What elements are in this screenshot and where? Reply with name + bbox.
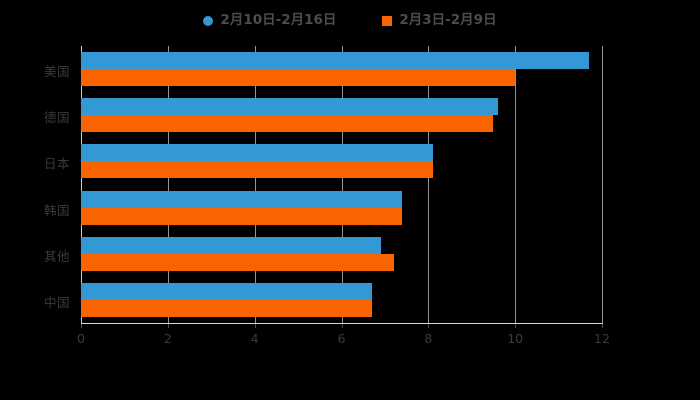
bar[interactable]: [81, 69, 516, 87]
x-axis-tick-mark: [515, 324, 517, 328]
y-axis-line: [81, 46, 82, 323]
bar[interactable]: [81, 98, 498, 116]
bar[interactable]: [81, 161, 433, 179]
x-axis-tick-label: 8: [424, 331, 433, 346]
gridline-x-10: [515, 46, 517, 323]
y-axis-label: 德国: [43, 110, 70, 126]
bar[interactable]: [81, 299, 372, 317]
chart-legend: 2月10日-2月16日 2月3日-2月9日: [0, 8, 700, 34]
gridline-x-6: [341, 46, 343, 323]
y-axis-label: 日本: [43, 156, 70, 172]
x-axis-tick-label: 6: [337, 331, 346, 346]
x-axis-tick-mark: [428, 324, 430, 328]
bar[interactable]: [81, 282, 372, 300]
bar[interactable]: [81, 52, 589, 70]
bar-group: [81, 190, 602, 225]
bar-group: [81, 98, 602, 133]
x-axis-tick-mark: [81, 324, 82, 328]
bar-group: [81, 282, 602, 317]
y-axis-label: 美国: [43, 64, 70, 80]
legend-label-series-2: 2月3日-2月9日: [399, 12, 497, 29]
bar[interactable]: [81, 253, 394, 271]
bar[interactable]: [81, 207, 403, 225]
bar-group: [81, 52, 602, 87]
bar-group: [81, 144, 602, 179]
y-axis-label: 中国: [43, 294, 70, 310]
plot-area: [81, 46, 602, 323]
gridline-x-2: [167, 46, 169, 323]
bar[interactable]: [81, 115, 494, 133]
legend-item-series-1[interactable]: 2月10日-2月16日: [203, 14, 336, 28]
legend-item-series-2[interactable]: 2月3日-2月9日: [382, 12, 497, 29]
gridline-x-12: [602, 46, 603, 323]
x-axis-tick-mark: [602, 324, 603, 328]
y-axis-label: 韩国: [43, 202, 70, 218]
y-axis-label: 其他: [43, 248, 70, 264]
legend-label-series-1: 2月10日-2月16日: [220, 12, 337, 29]
gridline-x-8: [428, 46, 430, 323]
x-axis-tick-label: 0: [77, 331, 85, 346]
bar-group: [81, 236, 602, 271]
x-axis-tick-label: 12: [594, 331, 610, 346]
x-axis-tick-mark: [167, 324, 169, 328]
bar[interactable]: [81, 236, 381, 254]
gridline-x-4: [254, 46, 256, 323]
square-marker-icon: [382, 16, 393, 26]
x-axis-tick-mark: [341, 324, 343, 328]
x-axis-tick-mark: [254, 324, 256, 328]
bar[interactable]: [81, 144, 433, 162]
x-axis-tick-label: 4: [250, 331, 259, 346]
bar[interactable]: [81, 190, 403, 208]
x-axis-line: [81, 323, 603, 324]
circle-marker-icon: [203, 16, 214, 26]
x-axis-tick-label: 2: [163, 331, 172, 346]
x-axis-tick-label: 10: [507, 331, 524, 346]
